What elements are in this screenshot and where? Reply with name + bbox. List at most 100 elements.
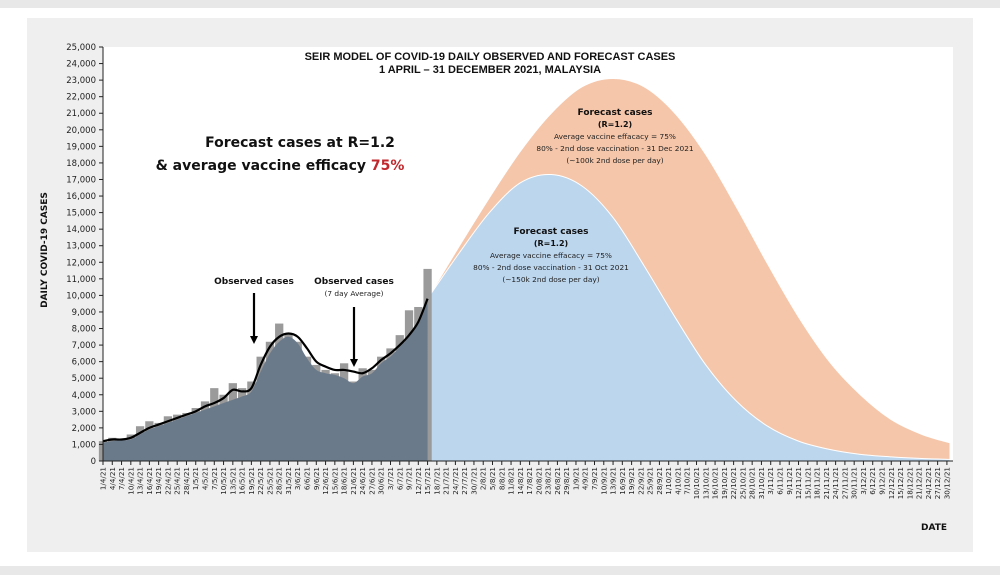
forecast-dec-efficacy: Average vaccine effacacy = 75%: [554, 132, 676, 141]
x-tick-label: 19/5/21: [247, 467, 256, 495]
x-tick-label: 12/6/21: [321, 467, 330, 495]
x-tick-label: 21/11/21: [822, 467, 831, 499]
x-tick-label: 24/12/21: [924, 467, 933, 499]
y-tick-labels: 0 1,000 2,000 3,000 4,000 5,000 6,000 7,000 8,00…: [66, 43, 96, 467]
x-tick-label: 22/9/21: [636, 467, 645, 495]
x-tick-label: 21/7/21: [442, 467, 451, 495]
x-tick-label: 4/10/21: [673, 467, 682, 495]
x-axis-label: DATE: [921, 523, 947, 533]
x-tick-label: 18/12/21: [905, 467, 914, 499]
x-tick-label: 27/7/21: [460, 467, 469, 495]
x-tick-label: 24/6/21: [358, 467, 367, 495]
line-layer: [102, 298, 429, 443]
x-tick-label: 8/8/21: [497, 467, 506, 490]
y-tick-label: 21,000: [66, 109, 96, 119]
x-tick-label: 25/4/21: [173, 467, 182, 495]
observed-avg-label: Observed cases: [314, 277, 394, 287]
seven-day-average-line: [102, 298, 429, 443]
x-tick-label: 28/4/21: [182, 467, 191, 495]
y-tick-label: 0: [91, 457, 96, 467]
x-tick-label: 1/10/21: [664, 467, 673, 495]
x-tick-label: 13/4/21: [136, 467, 145, 495]
y-tick-label: 25,000: [66, 43, 96, 53]
x-tick-label: 7/5/21: [210, 467, 219, 490]
x-tick-label: 1/5/21: [191, 467, 200, 490]
y-axis-label: DAILY COVID-19 CASES: [40, 192, 50, 308]
x-tick-label: 13/9/21: [609, 467, 618, 495]
forecast-oct-efficacy: Average vaccine effacacy = 75%: [490, 251, 612, 260]
y-tick-label: 23,000: [66, 76, 96, 86]
x-tick-label: 11/8/21: [507, 467, 516, 495]
x-tick-label: 3/12/21: [859, 467, 868, 495]
y-tick-label: 4,000: [72, 391, 96, 401]
x-tick-label: 7/4/21: [117, 467, 126, 490]
x-tick-label: 3/6/21: [293, 467, 302, 490]
x-tick-label: 1/4/21: [99, 467, 108, 490]
x-tick-label: 16/5/21: [238, 467, 247, 495]
x-tick-label: 6/7/21: [395, 467, 404, 490]
y-tick-label: 10,000: [66, 291, 96, 301]
forecast-dec-title: Forecast cases: [578, 108, 653, 118]
x-tick-label: 3/7/21: [386, 467, 395, 490]
y-tick-label: 7,000: [72, 341, 96, 351]
axes-layer: [99, 46, 953, 465]
x-tick-label: 15/11/21: [803, 467, 812, 499]
x-tick-label: 19/10/21: [720, 467, 729, 499]
x-tick-label: 22/5/21: [256, 467, 265, 495]
forecast-dec-vaccination: 80% - 2nd dose vaccination - 31 Dec 2021: [536, 144, 694, 153]
y-tick-label: 18,000: [66, 159, 96, 169]
x-tick-label: 10/10/21: [692, 467, 701, 499]
observed-avg-arrow-icon: [350, 359, 358, 367]
forecast-oct-dose-rate: (~150k 2nd dose per day): [502, 275, 599, 284]
x-tick-label: 16/9/21: [618, 467, 627, 495]
observed-avg-sublabel: (7 day Average): [324, 289, 383, 298]
x-tick-label: 18/6/21: [340, 467, 349, 495]
x-tick-label: 24/11/21: [831, 467, 840, 499]
x-tick-label: 9/12/21: [877, 467, 886, 495]
x-tick-label: 1/9/21: [571, 467, 580, 490]
x-tick-label: 14/8/21: [516, 467, 525, 495]
y-tick-label: 17,000: [66, 175, 96, 185]
main-annotation-text: & average vaccine efficacy: [156, 158, 371, 174]
y-tick-label: 22,000: [66, 93, 96, 103]
x-tick-label: 5/8/21: [488, 467, 497, 490]
x-tick-label: 6/11/21: [775, 467, 784, 495]
x-tick-label: 15/12/21: [896, 467, 905, 499]
x-tick-label: 17/8/21: [525, 467, 534, 495]
x-tick-label: 29/8/21: [562, 467, 571, 495]
x-tick-label: 27/6/21: [367, 467, 376, 495]
x-tick-label: 15/7/21: [423, 467, 432, 495]
y-tick-label: 12,000: [66, 258, 96, 268]
x-tick-label: 18/7/21: [432, 467, 441, 495]
x-tick-label: 21/6/21: [349, 467, 358, 495]
y-tick-label: 1,000: [72, 440, 96, 450]
y-tick-label: 20,000: [66, 126, 96, 136]
chart-title: SEIR MODEL OF COVID-19 DAILY OBSERVED AN…: [305, 51, 676, 63]
x-tick-label: 16/4/21: [145, 467, 154, 495]
y-tick-label: 19,000: [66, 142, 96, 152]
x-tick-label: 30/12/21: [942, 467, 951, 499]
x-tick-label: 23/8/21: [544, 467, 553, 495]
forecast-dec-r: (R=1.2): [598, 120, 632, 129]
y-tick-label: 16,000: [66, 192, 96, 202]
x-tick-label: 7/9/21: [590, 467, 599, 490]
x-tick-label: 28/10/21: [748, 467, 757, 499]
bar-layer: [98, 268, 432, 461]
x-tick-label: 6/12/21: [868, 467, 877, 495]
forecast-oct-r: (R=1.2): [534, 239, 568, 248]
x-tick-label: 12/7/21: [414, 467, 423, 495]
x-tick-label: 22/4/21: [163, 467, 172, 495]
x-tick-label: 18/11/21: [813, 467, 822, 499]
x-tick-label: 20/8/21: [534, 467, 543, 495]
x-tick-label: 27/11/21: [840, 467, 849, 499]
x-tick-label: 28/5/21: [275, 467, 284, 495]
x-tick-labels: 1/4/21 4/4/21 7/4/21 10/4/21 13/4/21 16/4/21 1…: [99, 467, 952, 499]
x-tick-label: 25/5/21: [265, 467, 274, 495]
x-tick-label: 19/9/21: [627, 467, 636, 495]
x-tick-label: 7/10/21: [683, 467, 692, 495]
x-tick-label: 22/10/21: [729, 467, 738, 499]
main-annotation-line1: Forecast cases at R=1.2: [205, 135, 395, 151]
x-tick-label: 21/12/21: [915, 467, 924, 499]
x-tick-label: 10/5/21: [219, 467, 228, 495]
